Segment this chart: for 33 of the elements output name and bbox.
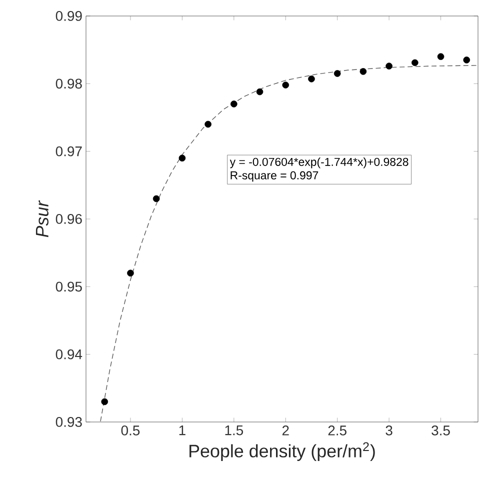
point: [256, 88, 264, 96]
y-axis-title: Psur: [36, 200, 48, 238]
point: [360, 68, 367, 75]
annotation: y = -0.07604*exp(-1.744*x)+0.9828: [230, 158, 408, 168]
x-axis-title: People density (per/m$^{2}$): [190, 442, 375, 461]
point: [437, 53, 444, 60]
y-tick-label: 0.93: [56, 417, 82, 427]
x-tick-label: 3: [386, 426, 392, 436]
y-tick-label: 0.97: [56, 146, 82, 156]
x-tick-label: 0.5: [121, 426, 140, 436]
point: [334, 70, 341, 77]
point: [152, 195, 160, 202]
point: [101, 398, 108, 406]
point: [282, 82, 290, 88]
x-tick-label: 2: [282, 426, 289, 436]
point: [230, 100, 238, 108]
point: [127, 270, 134, 277]
x-tick-label: 3.5: [432, 426, 450, 436]
annotation: R-square = 0.997: [230, 171, 318, 182]
y-tick-label: 0.94: [56, 349, 82, 360]
point: [204, 120, 212, 128]
x-tick-label: 1: [179, 426, 186, 436]
x-tick-label: 2.5: [328, 426, 346, 436]
y-tick-label: 0.96: [56, 214, 82, 224]
x-tick-label: 1.5: [225, 426, 244, 436]
point: [412, 59, 418, 66]
point: [463, 56, 470, 64]
y-tick-label: 0.99: [56, 11, 82, 21]
y-tick-label: 0.95: [56, 282, 82, 292]
y-tick-label: 0.98: [56, 78, 82, 89]
point: [308, 76, 315, 82]
point: [178, 154, 186, 162]
point: [386, 62, 392, 70]
